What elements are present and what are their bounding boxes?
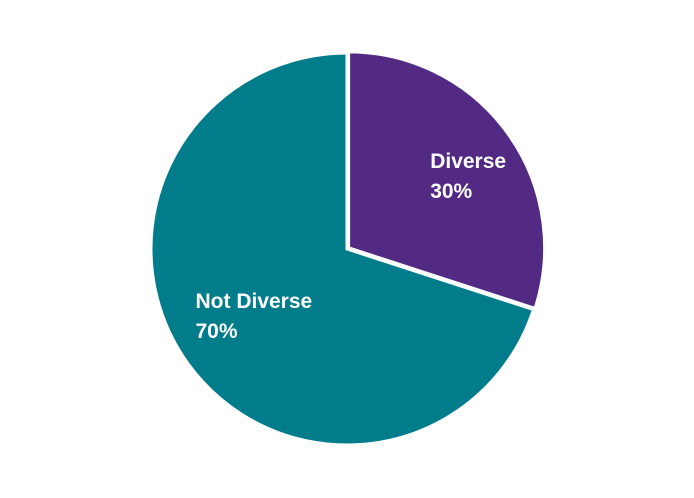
pie-slices — [149, 50, 547, 447]
slice-value-label: 30% — [430, 180, 472, 203]
pie-label-not-diverse: Not Diverse 70% — [196, 290, 313, 343]
slice-value-label: 70% — [196, 320, 238, 343]
pie-slice-not-diverse — [149, 51, 536, 447]
slice-category-label: Not Diverse — [196, 290, 313, 313]
pie-labels: Diverse 30% Not Diverse 70% — [196, 150, 507, 343]
pie-slice-diverse — [347, 50, 547, 311]
pie-label-diverse: Diverse 30% — [430, 150, 506, 203]
slice-category-label: Diverse — [430, 150, 506, 173]
